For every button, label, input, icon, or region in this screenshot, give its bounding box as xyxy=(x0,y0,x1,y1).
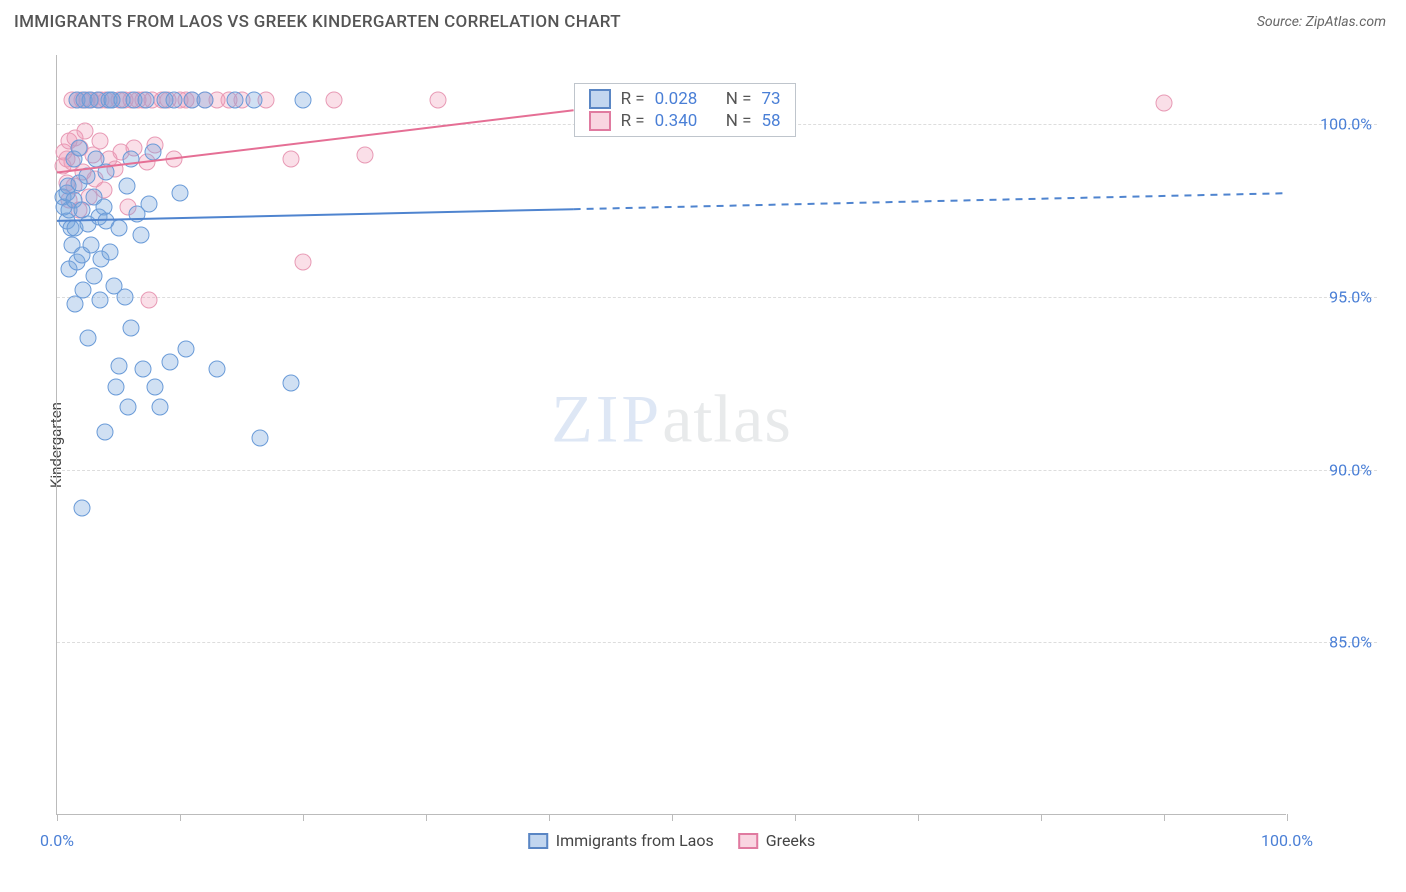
scatter-point-laos xyxy=(78,167,95,184)
legend-item: Greeks xyxy=(738,831,816,850)
trendlines xyxy=(57,55,1286,814)
scatter-point-laos xyxy=(79,330,96,347)
scatter-point-laos xyxy=(101,243,118,260)
stat-n-value-laos: 73 xyxy=(761,89,780,109)
scatter-point-laos xyxy=(110,357,127,374)
legend: Immigrants from Laos Greeks xyxy=(528,831,816,850)
scatter-point-laos xyxy=(92,292,109,309)
gridline xyxy=(57,470,1377,471)
scatter-point-laos xyxy=(122,150,139,167)
x-tick-label-right: 100.0% xyxy=(1261,831,1313,850)
x-tick xyxy=(549,814,550,821)
scatter-point-greek xyxy=(77,123,94,140)
gridline xyxy=(57,297,1377,298)
stats-box: R = 0.028 N = 73 R = 0.340 N = 58 xyxy=(574,83,796,137)
x-tick xyxy=(426,814,427,821)
stat-n-label: N = xyxy=(726,89,752,109)
scatter-point-laos xyxy=(282,375,299,392)
scatter-point-greek xyxy=(325,91,342,108)
scatter-point-laos xyxy=(152,399,169,416)
stats-swatch-greek xyxy=(589,111,611,131)
watermark-atlas: atlas xyxy=(662,381,792,457)
x-tick-label-left: 0.0% xyxy=(40,831,74,850)
x-tick xyxy=(1041,814,1042,821)
scatter-point-greek xyxy=(1156,95,1173,112)
scatter-point-greek xyxy=(282,150,299,167)
scatter-point-laos xyxy=(108,378,125,395)
scatter-point-laos xyxy=(120,399,137,416)
x-tick xyxy=(1287,814,1288,821)
chart-title: IMMIGRANTS FROM LAOS VS GREEK KINDERGART… xyxy=(14,12,621,32)
legend-item: Immigrants from Laos xyxy=(528,831,714,850)
scatter-point-laos xyxy=(122,319,139,336)
gridline xyxy=(57,642,1377,643)
legend-label: Immigrants from Laos xyxy=(556,831,714,850)
scatter-point-laos xyxy=(178,340,195,357)
y-tick-label: 95.0% xyxy=(1292,287,1372,306)
y-tick-label: 90.0% xyxy=(1292,460,1372,479)
scatter-point-laos xyxy=(74,281,91,298)
stat-n-value-greek: 58 xyxy=(761,111,780,131)
scatter-point-greek xyxy=(356,147,373,164)
legend-swatch xyxy=(528,833,548,849)
scatter-point-laos xyxy=(172,185,189,202)
x-tick xyxy=(672,814,673,821)
scatter-point-greek xyxy=(165,150,182,167)
legend-swatch xyxy=(738,833,758,849)
scatter-point-laos xyxy=(132,226,149,243)
stat-r-label: R = xyxy=(621,111,645,131)
scatter-point-laos xyxy=(141,195,158,212)
stat-n-label: N = xyxy=(726,111,752,131)
scatter-point-laos xyxy=(135,361,152,378)
scatter-point-laos xyxy=(227,91,244,108)
scatter-point-laos xyxy=(144,143,161,160)
y-tick-label: 85.0% xyxy=(1292,633,1372,652)
scatter-point-laos xyxy=(119,178,136,195)
scatter-point-greek xyxy=(141,292,158,309)
scatter-point-laos xyxy=(165,91,182,108)
stat-r-label: R = xyxy=(621,89,645,109)
source-label: Source: ZipAtlas.com xyxy=(1257,14,1386,30)
x-tick xyxy=(795,814,796,821)
stats-row-laos: R = 0.028 N = 73 xyxy=(575,88,795,110)
scatter-point-laos xyxy=(110,219,127,236)
watermark-zip: ZIP xyxy=(551,381,662,457)
scatter-point-laos xyxy=(116,288,133,305)
x-tick xyxy=(180,814,181,821)
x-tick xyxy=(918,814,919,821)
x-tick xyxy=(303,814,304,821)
stats-swatch-laos xyxy=(589,89,611,109)
scatter-point-greek xyxy=(430,91,447,108)
chart-container: Kindergarten ZIPatlas 85.0%90.0%95.0%100… xyxy=(18,45,1388,845)
scatter-point-laos xyxy=(295,91,312,108)
scatter-point-laos xyxy=(98,164,115,181)
scatter-point-greek xyxy=(295,254,312,271)
legend-label: Greeks xyxy=(766,831,816,850)
scatter-point-laos xyxy=(251,430,268,447)
x-tick xyxy=(1164,814,1165,821)
scatter-point-laos xyxy=(196,91,213,108)
stat-r-value-laos: 0.028 xyxy=(655,89,698,109)
scatter-point-laos xyxy=(245,91,262,108)
scatter-point-laos xyxy=(208,361,225,378)
scatter-point-laos xyxy=(96,423,113,440)
stats-row-greek: R = 0.340 N = 58 xyxy=(575,110,795,132)
x-tick xyxy=(57,814,58,821)
stat-r-value-greek: 0.340 xyxy=(655,111,698,131)
scatter-point-laos xyxy=(71,140,88,157)
plot-area: ZIPatlas 85.0%90.0%95.0%100.0%0.0%100.0%… xyxy=(56,55,1286,815)
scatter-point-greek xyxy=(92,133,109,150)
scatter-point-laos xyxy=(137,91,154,108)
y-tick-label: 100.0% xyxy=(1292,115,1372,134)
watermark: ZIPatlas xyxy=(551,380,792,459)
scatter-point-laos xyxy=(162,354,179,371)
scatter-point-laos xyxy=(147,378,164,395)
scatter-point-laos xyxy=(73,499,90,516)
scatter-point-laos xyxy=(85,268,102,285)
